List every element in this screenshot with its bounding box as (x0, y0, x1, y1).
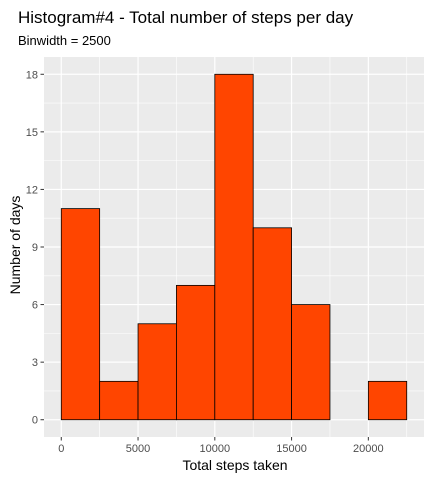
x-tick-label: 10000 (200, 443, 231, 455)
histogram-bar (367, 380, 408, 421)
histogram-bar (137, 323, 177, 421)
x-tick-label: 5000 (126, 443, 150, 455)
histogram-bar (99, 380, 139, 421)
x-tick-label: 0 (58, 443, 64, 455)
y-tick-label: 15 (26, 127, 38, 139)
y-tick-label: 12 (26, 184, 38, 196)
y-axis: 0 3 6 9 12 15 18 (26, 69, 44, 427)
x-tick-label: 15000 (276, 443, 307, 455)
y-tick-label: 3 (32, 357, 38, 369)
y-tick-label: 0 (32, 415, 38, 427)
histogram-bar (176, 284, 216, 421)
y-tick-label: 6 (32, 300, 38, 312)
x-axis: 0 5000 10000 15000 20000 (58, 437, 384, 455)
y-tick-label: 18 (26, 69, 38, 81)
histogram-bar (214, 73, 254, 421)
histogram-bars (60, 73, 408, 421)
y-axis-title: Number of days (7, 196, 23, 295)
x-tick-label: 20000 (353, 443, 384, 455)
histogram-bar (60, 208, 101, 421)
chart-subtitle: Binwidth = 2500 (18, 33, 111, 48)
x-axis-title: Total steps taken (182, 457, 287, 473)
histogram-bar (291, 304, 331, 421)
chart-title: Histogram#4 - Total number of steps per … (18, 8, 354, 27)
y-tick-label: 9 (32, 242, 38, 254)
histogram-bar (252, 227, 292, 421)
